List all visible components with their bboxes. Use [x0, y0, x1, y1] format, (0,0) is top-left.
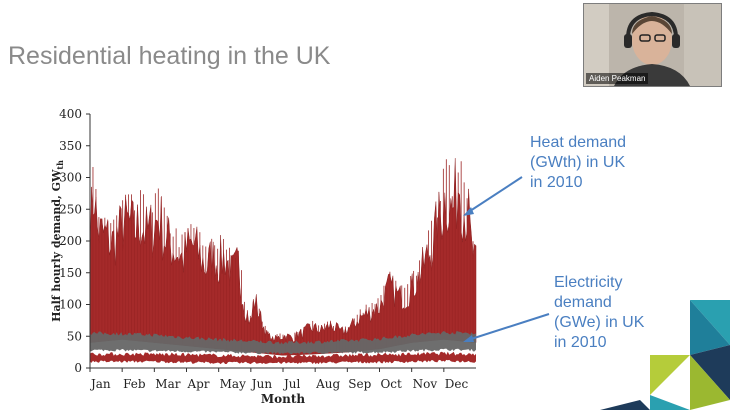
- x-axis-label: Month: [261, 392, 306, 406]
- deco-triangle-navy: [690, 345, 730, 400]
- electricity-demand-annotation: Electricity demand (GWe) in UK in 2010: [554, 274, 645, 351]
- x-tick-label: Nov: [413, 377, 438, 391]
- x-tick-label: Dec: [445, 377, 469, 391]
- deco-triangle-dark: [600, 400, 650, 410]
- deco-triangle-teal-2: [690, 300, 730, 355]
- participant-name: Aiden Peakman: [586, 73, 649, 84]
- webcam-tile[interactable]: Aiden Peakman: [583, 3, 722, 87]
- heat-demand-annotation: Heat demand (GWth) in UK in 2010: [530, 134, 627, 191]
- x-tick-label: Oct: [380, 377, 402, 391]
- x-tick-label: Jan: [89, 377, 111, 391]
- webcam-video-icon: [584, 4, 721, 86]
- y-tick-label: 350: [59, 139, 82, 153]
- electricity-arrow: [467, 313, 550, 341]
- x-tick-label: Feb: [123, 377, 146, 391]
- electricity-demand-band: [90, 330, 476, 355]
- slide-title: Residential heating in the UK: [8, 42, 331, 70]
- heat-arrow: [466, 176, 523, 214]
- x-tick-label: Jul: [282, 377, 301, 391]
- x-tick-label: Jun: [250, 377, 273, 391]
- x-tick-label: May: [220, 377, 246, 391]
- y-tick-label: 300: [59, 171, 82, 185]
- x-tick-label: Apr: [186, 377, 209, 391]
- x-tick-label: Sep: [348, 377, 371, 391]
- y-tick-label: 400: [59, 107, 82, 121]
- y-tick-label: 0: [74, 361, 82, 375]
- y-axis-label: Half hourly demand, GWth: [50, 160, 65, 322]
- deco-triangle-lime: [650, 355, 690, 395]
- y-tick-label: 50: [67, 329, 82, 343]
- y-tick-label: 150: [59, 266, 82, 280]
- electricity-arrow-head: [463, 335, 474, 342]
- x-tick-label: Mar: [155, 377, 180, 391]
- y-tick-label: 200: [59, 234, 82, 248]
- deco-triangle-lime-2: [690, 355, 730, 410]
- y-tick-label: 250: [59, 202, 82, 216]
- heat-arrow-head: [463, 207, 474, 216]
- y-axis-label-subscript: th: [55, 160, 65, 170]
- deco-triangle-teal-3: [650, 395, 690, 410]
- y-tick-label: 100: [59, 298, 82, 312]
- x-tick-label: Aug: [315, 377, 340, 391]
- heat-minimum-band: [90, 351, 476, 365]
